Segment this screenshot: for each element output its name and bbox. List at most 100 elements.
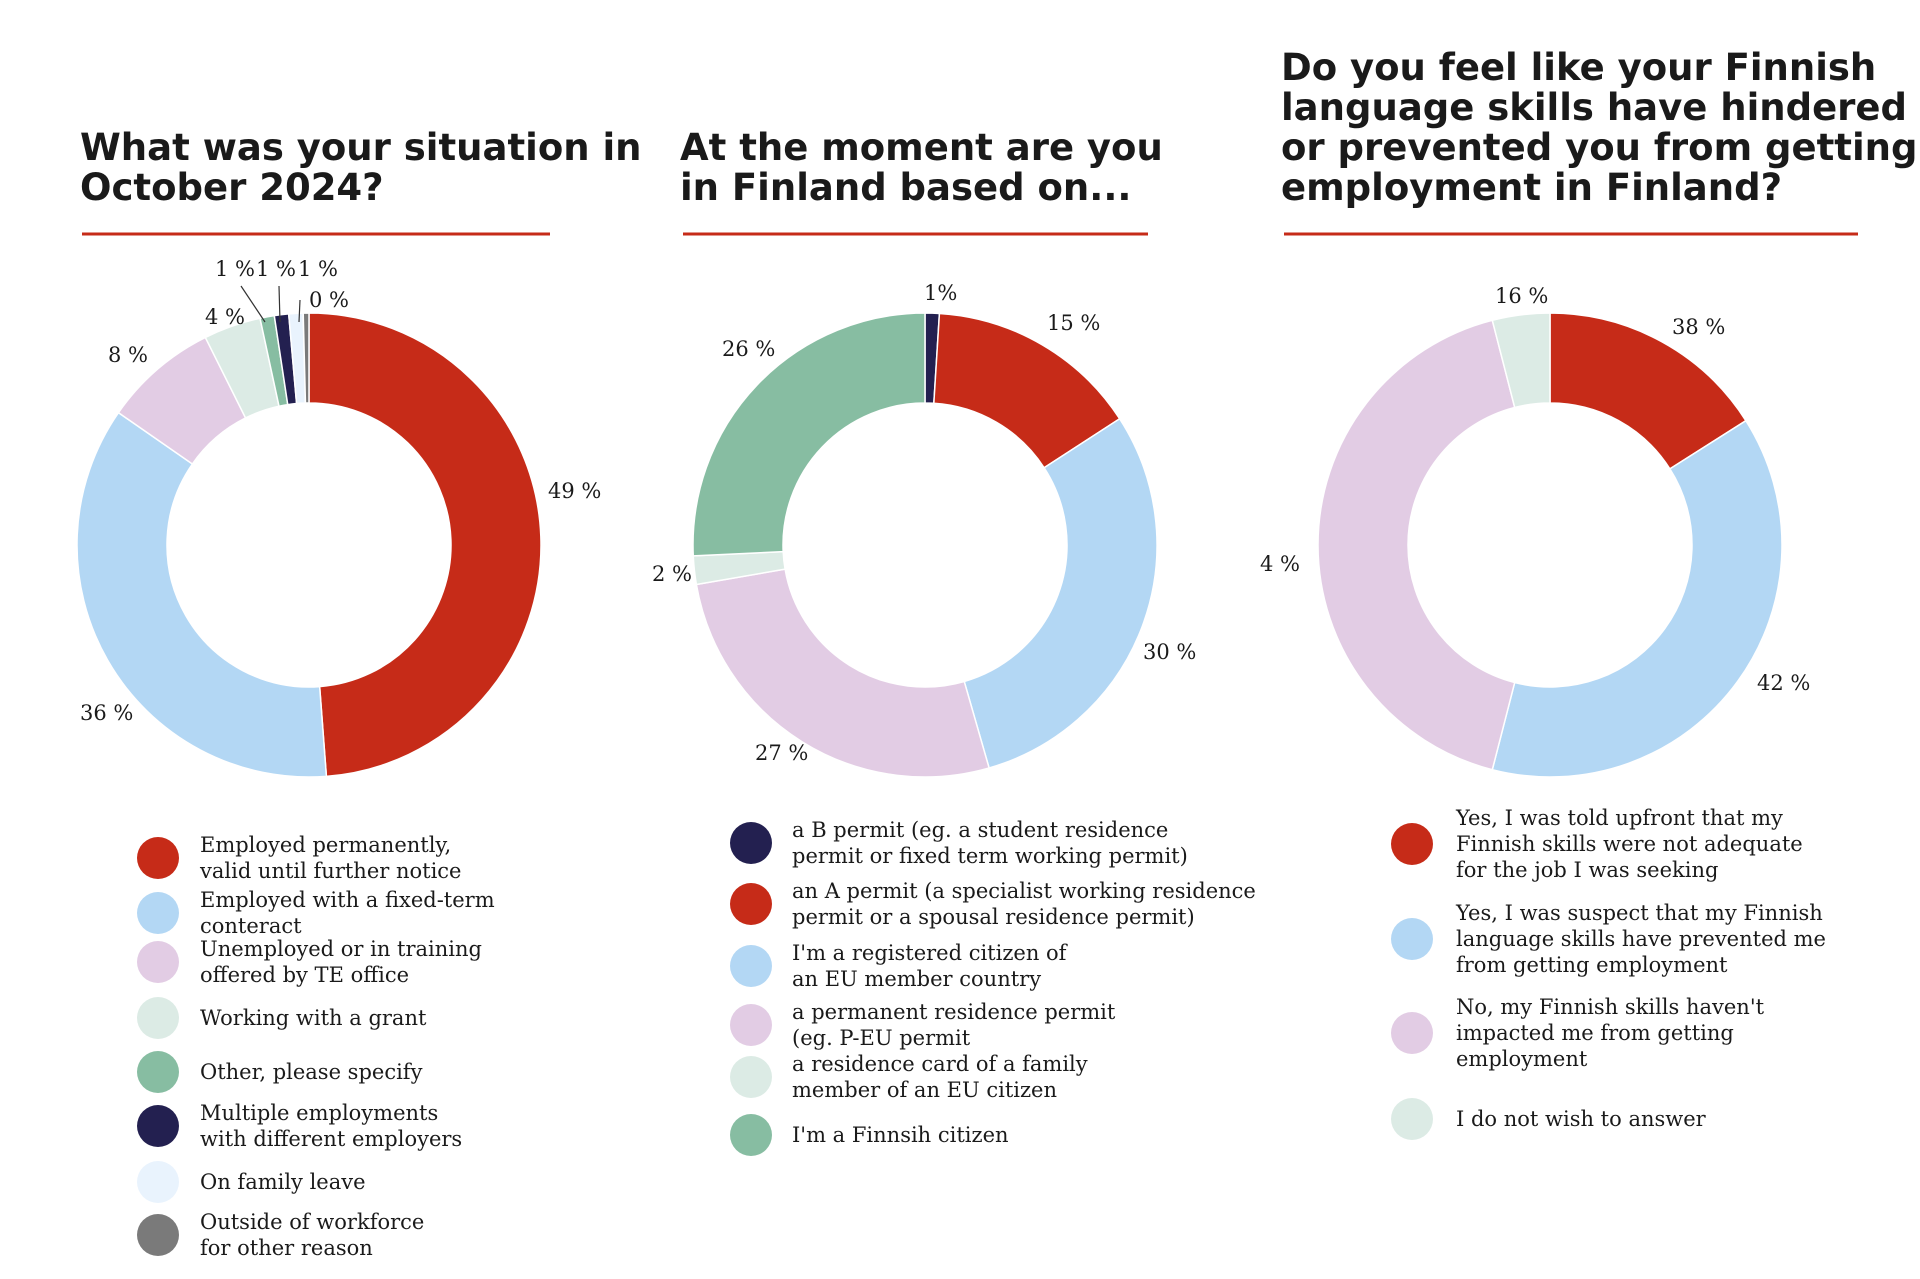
data-label: 36 % — [80, 701, 133, 725]
leader-line — [298, 299, 301, 323]
legend-swatch — [730, 1056, 772, 1098]
chart-title-line: in Finland based on... — [680, 166, 1131, 209]
data-label: 26 % — [722, 337, 775, 361]
legend-swatch — [137, 1161, 179, 1203]
legend-swatch — [730, 945, 772, 987]
donut-slice — [76, 411, 328, 778]
legend-swatch — [137, 1051, 179, 1093]
legend-swatch — [1391, 918, 1433, 960]
legend-label: language skills have prevented me — [1456, 927, 1826, 951]
chart-title-line: At the moment are you — [680, 126, 1163, 169]
legend-label: from getting employment — [1456, 953, 1728, 977]
legend-label: On family leave — [200, 1170, 366, 1194]
data-label: 42 % — [1757, 671, 1810, 695]
data-label: 49 % — [548, 479, 601, 503]
legend-label: Multiple employments — [200, 1101, 438, 1125]
donut-slice — [308, 312, 542, 778]
data-label: 16 % — [1495, 284, 1548, 308]
legend-item: Employed permanently,valid until further… — [137, 833, 462, 883]
legend-label: conteract — [200, 914, 302, 938]
data-label: 0 % — [309, 288, 349, 312]
chart-title-line: employment in Finland? — [1281, 166, 1782, 209]
legend-swatch — [137, 837, 179, 879]
data-label: 4 % — [1260, 552, 1300, 576]
legend-label: with different employers — [200, 1127, 462, 1151]
data-label: 30 % — [1143, 640, 1196, 664]
legend-label: I'm a Finnsih citizen — [792, 1123, 1009, 1147]
legend-label: Employed permanently, — [200, 833, 451, 857]
chart-title-line: What was your situation in — [80, 126, 642, 169]
leader-line — [240, 285, 266, 323]
legend-swatch — [137, 941, 179, 983]
data-label: 2 % — [652, 562, 692, 586]
legend-swatch — [1391, 1098, 1433, 1140]
data-label: 1 % — [256, 257, 296, 281]
legend-item: I do not wish to answer — [1391, 1098, 1707, 1140]
data-label: 1 % — [215, 257, 255, 281]
legend-label: I'm a registered citizen of — [792, 941, 1069, 965]
legend-swatch — [730, 822, 772, 864]
legend-item: Other, please specify — [137, 1051, 423, 1093]
legend-swatch — [137, 892, 179, 934]
legend-label: permit or a spousal residence permit) — [792, 905, 1195, 929]
legend-item: On family leave — [137, 1161, 366, 1203]
legend-label: Finnish skills were not adequate — [1456, 832, 1803, 856]
legend-label: permit or fixed term working permit) — [792, 844, 1188, 868]
legend-label: Employed with a fixed-term — [200, 888, 495, 912]
donut-slice — [963, 417, 1158, 769]
legend-swatch — [730, 1114, 772, 1156]
chart-title-line: language skills have hindered — [1281, 86, 1907, 129]
legend-label: valid until further notice — [199, 859, 462, 883]
donut-slice — [1491, 419, 1783, 778]
chart-title-line: Do you feel like your Finnish — [1281, 46, 1876, 89]
legend: Employed permanently,valid until further… — [137, 833, 495, 1260]
legend-label: an EU member country — [792, 967, 1041, 991]
legend-label: Yes, I was suspect that my Finnish — [1455, 901, 1823, 925]
legend-label: for other reason — [200, 1236, 373, 1260]
legend-swatch — [137, 997, 179, 1039]
legend-swatch — [730, 883, 772, 925]
legend-label: impacted me from getting — [1456, 1021, 1734, 1045]
data-label: 1 % — [298, 257, 338, 281]
donut-slice — [695, 568, 991, 778]
legend-item: Yes, I was suspect that my Finnishlangua… — [1391, 901, 1826, 977]
legend-label: Other, please specify — [200, 1060, 423, 1084]
data-label: 38 % — [1672, 315, 1725, 339]
legend-label: a permanent residence permit — [792, 1000, 1116, 1024]
legend-swatch — [137, 1105, 179, 1147]
legend-label: employment — [1456, 1047, 1588, 1071]
chart-title-line: October 2024? — [80, 166, 384, 209]
legend-item: Working with a grant — [137, 997, 427, 1039]
donut-slice — [1491, 312, 1551, 409]
leader-line — [278, 285, 281, 323]
legend-label: for the job I was seeking — [1456, 858, 1718, 882]
legend-label: Outside of workforce — [200, 1210, 424, 1234]
donut-slice — [1317, 319, 1516, 771]
legend-swatch — [1391, 823, 1433, 865]
legend-label: a B permit (eg. a student residence — [792, 818, 1168, 842]
data-label: 8 % — [108, 343, 148, 367]
legend-label: member of an EU citizen — [792, 1078, 1057, 1102]
legend-swatch — [1391, 1012, 1433, 1054]
legend-label: offered by TE office — [200, 963, 409, 987]
donut-slice — [302, 312, 310, 404]
legend-label: Yes, I was told upfront that my — [1455, 806, 1783, 830]
legend-label: No, my Finnish skills haven't — [1456, 995, 1765, 1019]
legend-label: an A permit (a specialist working reside… — [792, 879, 1256, 903]
legend-swatch — [137, 1214, 179, 1256]
legend-item: I'm a Finnsih citizen — [730, 1114, 1009, 1156]
